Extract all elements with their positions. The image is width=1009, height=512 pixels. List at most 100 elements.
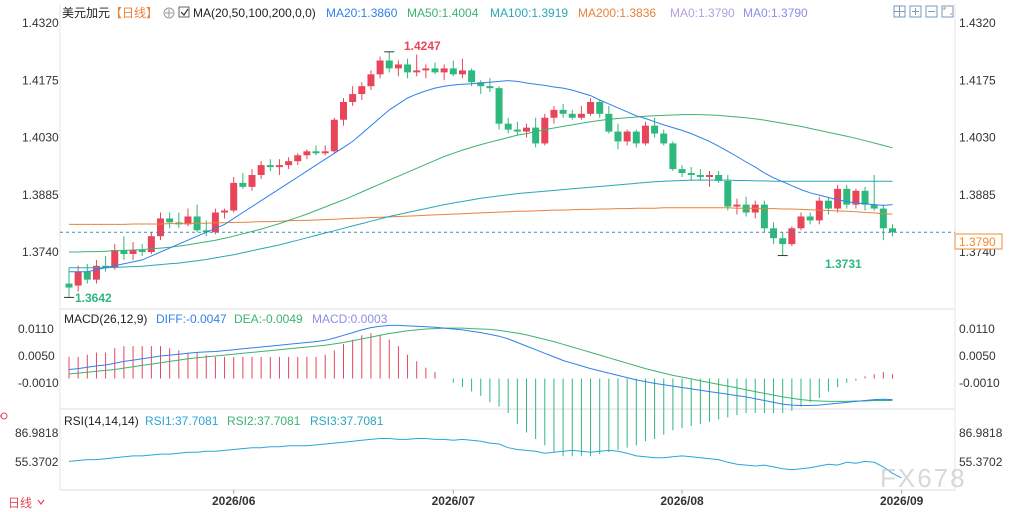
price-tick-left: 1.4320: [22, 16, 59, 30]
rsi-tick-left: 86.9818: [15, 426, 59, 440]
candle: [458, 58, 466, 79]
candle-body: [449, 68, 457, 75]
settings-icon[interactable]: [163, 7, 175, 19]
candle-body: [614, 131, 622, 142]
candle-body: [861, 190, 869, 205]
rsi-line: [68, 438, 902, 479]
candle-body: [477, 82, 485, 87]
ma-settings-label: MA(20,50,100,200,0,0): [193, 6, 316, 20]
rsi-axis-labels: 86.9818 86.9818 55.3702 55.3702: [15, 426, 1003, 469]
candle: [843, 184, 851, 209]
rsi-tick-left: 55.3702: [15, 455, 59, 469]
candle-body: [422, 68, 430, 71]
pin-icon[interactable]: [0, 412, 8, 420]
candle: [394, 60, 402, 77]
candle-body: [733, 204, 741, 207]
price-tick-left: 1.3740: [22, 245, 59, 259]
candle-body: [367, 74, 375, 87]
candle-body: [83, 271, 91, 280]
candle-body: [879, 208, 887, 229]
candle-body: [157, 218, 164, 237]
zoom-in-icon[interactable]: [909, 5, 922, 18]
candle-body: [660, 133, 668, 144]
zoom-out-icon[interactable]: [925, 5, 938, 18]
candle: [596, 99, 604, 118]
candle-body: [513, 129, 521, 132]
macd-dea-line: [68, 327, 893, 402]
candle: [824, 196, 832, 215]
candle: [660, 129, 668, 146]
rsi2-value: RSI2:37.7081: [227, 414, 301, 428]
candle-body: [330, 119, 338, 152]
candle-body: [74, 271, 82, 286]
low-annotation-left: 1.3642: [75, 291, 112, 305]
crosshair-icon[interactable]: [893, 5, 906, 18]
price-tick-left: 1.4030: [22, 131, 59, 145]
candle-body: [394, 64, 402, 69]
candlestick-series: [65, 51, 896, 298]
candle: [724, 175, 732, 211]
candle-body: [202, 230, 210, 233]
candle: [193, 204, 201, 233]
candle: [275, 159, 283, 176]
candle-body: [779, 238, 787, 245]
macd-tick-right: 0.0110: [959, 322, 995, 336]
candle-body: [843, 188, 851, 205]
rsi3-value: RSI3:37.7081: [310, 414, 384, 428]
candle: [257, 161, 265, 179]
candle-body: [696, 175, 704, 177]
candle-body: [523, 127, 530, 132]
low-annotation-right: 1.3731: [825, 257, 862, 271]
candle-body: [404, 64, 412, 73]
candle-body: [788, 228, 796, 245]
candle: [715, 171, 723, 183]
candle: [651, 117, 659, 138]
candle: [340, 98, 347, 126]
candle: [166, 212, 174, 229]
candle: [687, 167, 695, 181]
candle-body: [266, 165, 274, 168]
candle-body: [760, 204, 768, 229]
candle-body: [92, 265, 100, 280]
candle: [129, 242, 137, 260]
candle-body: [852, 190, 860, 205]
candle-body: [65, 283, 73, 288]
candle-body: [687, 173, 695, 176]
symbol-title: 美元加元: [62, 6, 110, 20]
candle-body: [257, 165, 265, 176]
fullscreen-icon[interactable]: [941, 5, 954, 18]
candle: [523, 123, 530, 138]
candle-body: [294, 155, 302, 162]
candle-body: [468, 70, 476, 83]
candle-body: [568, 113, 576, 118]
ma0-value-2: MA0:1.3790: [743, 6, 808, 20]
candle-body: [559, 109, 567, 114]
macd-tick-left: 0.0110: [18, 322, 54, 336]
candle-body: [770, 228, 778, 239]
candle: [440, 64, 448, 81]
candle-body: [120, 250, 128, 254]
ma100-line: [69, 179, 893, 269]
ma-checkbox[interactable]: [178, 6, 190, 18]
candle: [733, 198, 741, 215]
candle-body: [166, 218, 174, 223]
candle-body: [678, 169, 686, 174]
period-button[interactable]: 日线: [8, 496, 32, 510]
chevron-down-icon[interactable]: [37, 499, 45, 505]
candle-body: [632, 131, 640, 144]
candle-body: [440, 68, 448, 73]
price-tick-right: 1.4030: [959, 131, 996, 145]
candle: [294, 153, 302, 166]
candle-body: [303, 151, 311, 156]
macd-diff-value: DIFF:-0.0047: [156, 312, 227, 326]
candle: [248, 169, 256, 191]
price-tick-right: 1.3885: [959, 188, 996, 202]
candle-body: [541, 117, 549, 144]
candle-body: [623, 131, 631, 142]
candle-body: [605, 113, 613, 132]
macd-tick-left: 0.0050: [18, 349, 55, 363]
candle-body: [340, 101, 347, 120]
macd-tick-right: -0.0010: [959, 376, 1000, 390]
candle-body: [486, 86, 494, 89]
candle: [376, 56, 384, 79]
